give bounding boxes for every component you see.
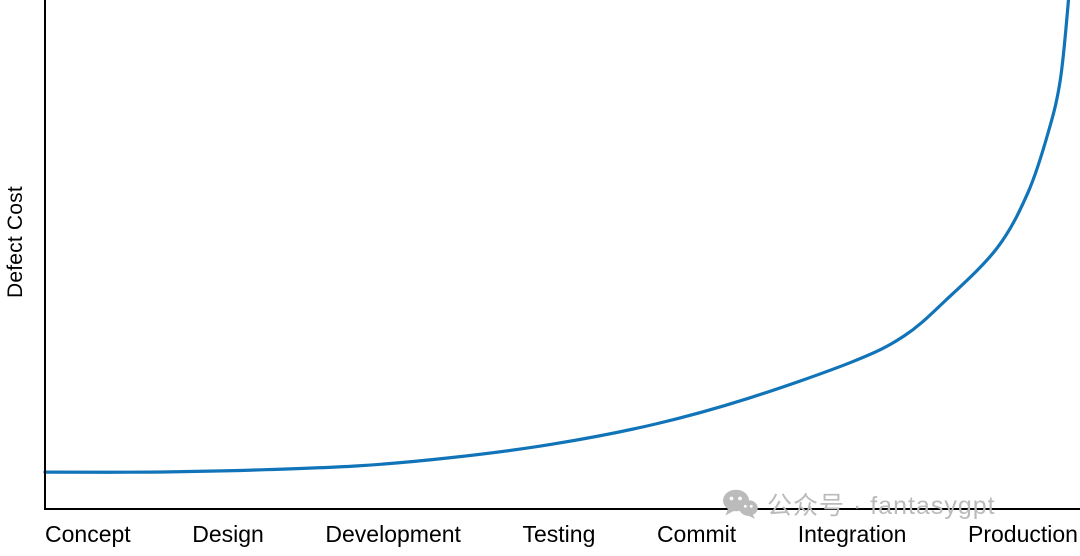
y-axis-label: Defect Cost	[4, 186, 27, 298]
x-axis-tick-labels: Concept Design Development Testing Commit Int…	[45, 521, 1078, 548]
x-tick-label: Commit	[656, 521, 737, 547]
x-tick-label: Testing	[522, 521, 596, 547]
x-tick-label: Production	[968, 521, 1078, 547]
x-tick-label: Integration	[797, 521, 907, 547]
x-tick-label: Concept	[45, 521, 131, 547]
x-tick-label: Design	[192, 521, 264, 547]
y-axis-line	[44, 0, 46, 510]
x-axis-line	[44, 508, 1080, 510]
defect-cost-curve	[43, 0, 1071, 474]
x-tick-label: Development	[325, 521, 461, 547]
